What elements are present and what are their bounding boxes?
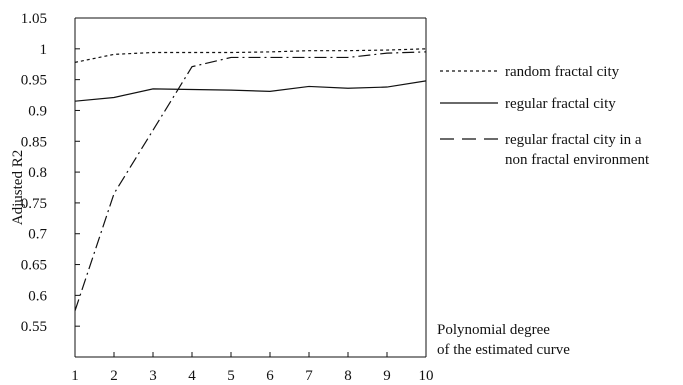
plot-area bbox=[74, 17, 427, 358]
series-line-2 bbox=[74, 80, 427, 102]
legend-label-3: regular fractal city in a non fractal env… bbox=[505, 132, 650, 168]
legend-label-line: non fractal environment bbox=[505, 152, 650, 168]
y-tick-label: 1 bbox=[40, 42, 48, 58]
y-axis-label: Adjusted R2 bbox=[10, 150, 26, 225]
legend-label-line: regular fractal city bbox=[505, 96, 616, 112]
x-tick-label: 9 bbox=[383, 368, 391, 384]
legend-label-2: regular fractal city bbox=[505, 96, 616, 112]
x-tick-label: 10 bbox=[419, 368, 434, 384]
legend: random fractal city regular fractal city r… bbox=[440, 64, 650, 168]
y-tick-label: 0.6 bbox=[28, 288, 47, 304]
x-tick-label: 7 bbox=[305, 368, 313, 384]
series-lines bbox=[74, 48, 427, 311]
y-tick-label: 0.65 bbox=[21, 258, 47, 274]
y-tick-label: 0.8 bbox=[28, 165, 47, 181]
y-tick-label: 0.7 bbox=[28, 227, 47, 243]
series-line-3 bbox=[74, 51, 427, 311]
x-tick-label: 4 bbox=[188, 368, 196, 384]
x-tick-label: 3 bbox=[149, 368, 157, 384]
x-tick-label: 5 bbox=[227, 368, 235, 384]
y-tick-label: 0.75 bbox=[21, 196, 47, 212]
legend-label-line: random fractal city bbox=[505, 64, 620, 80]
series-line-1 bbox=[74, 48, 427, 63]
x-axis-ticks: 1 2 3 4 5 6 7 8 9 10 bbox=[71, 352, 434, 384]
x-tick-label: 2 bbox=[110, 368, 118, 384]
legend-label-1: random fractal city bbox=[505, 64, 620, 80]
x-tick-label: 8 bbox=[344, 368, 352, 384]
legend-label-line: regular fractal city in a bbox=[505, 132, 642, 148]
x-axis-label-line: of the estimated curve bbox=[437, 342, 570, 358]
x-axis-label-line: Polynomial degree bbox=[437, 322, 550, 338]
x-tick-label: 6 bbox=[266, 368, 274, 384]
x-tick-label: 1 bbox=[71, 368, 79, 384]
y-tick-label: 0.9 bbox=[28, 103, 47, 119]
y-tick-label: 0.95 bbox=[21, 73, 47, 89]
y-tick-label: 0.55 bbox=[21, 319, 47, 335]
x-axis-label: Polynomial degree of the estimated curve bbox=[437, 322, 570, 358]
y-axis-ticks: 0.55 0.6 0.65 0.7 0.75 0.8 0.85 0.9 0.95 1 1.05 bbox=[21, 11, 80, 335]
y-tick-label: 1.05 bbox=[21, 11, 47, 27]
y-tick-label: 0.85 bbox=[21, 134, 47, 150]
